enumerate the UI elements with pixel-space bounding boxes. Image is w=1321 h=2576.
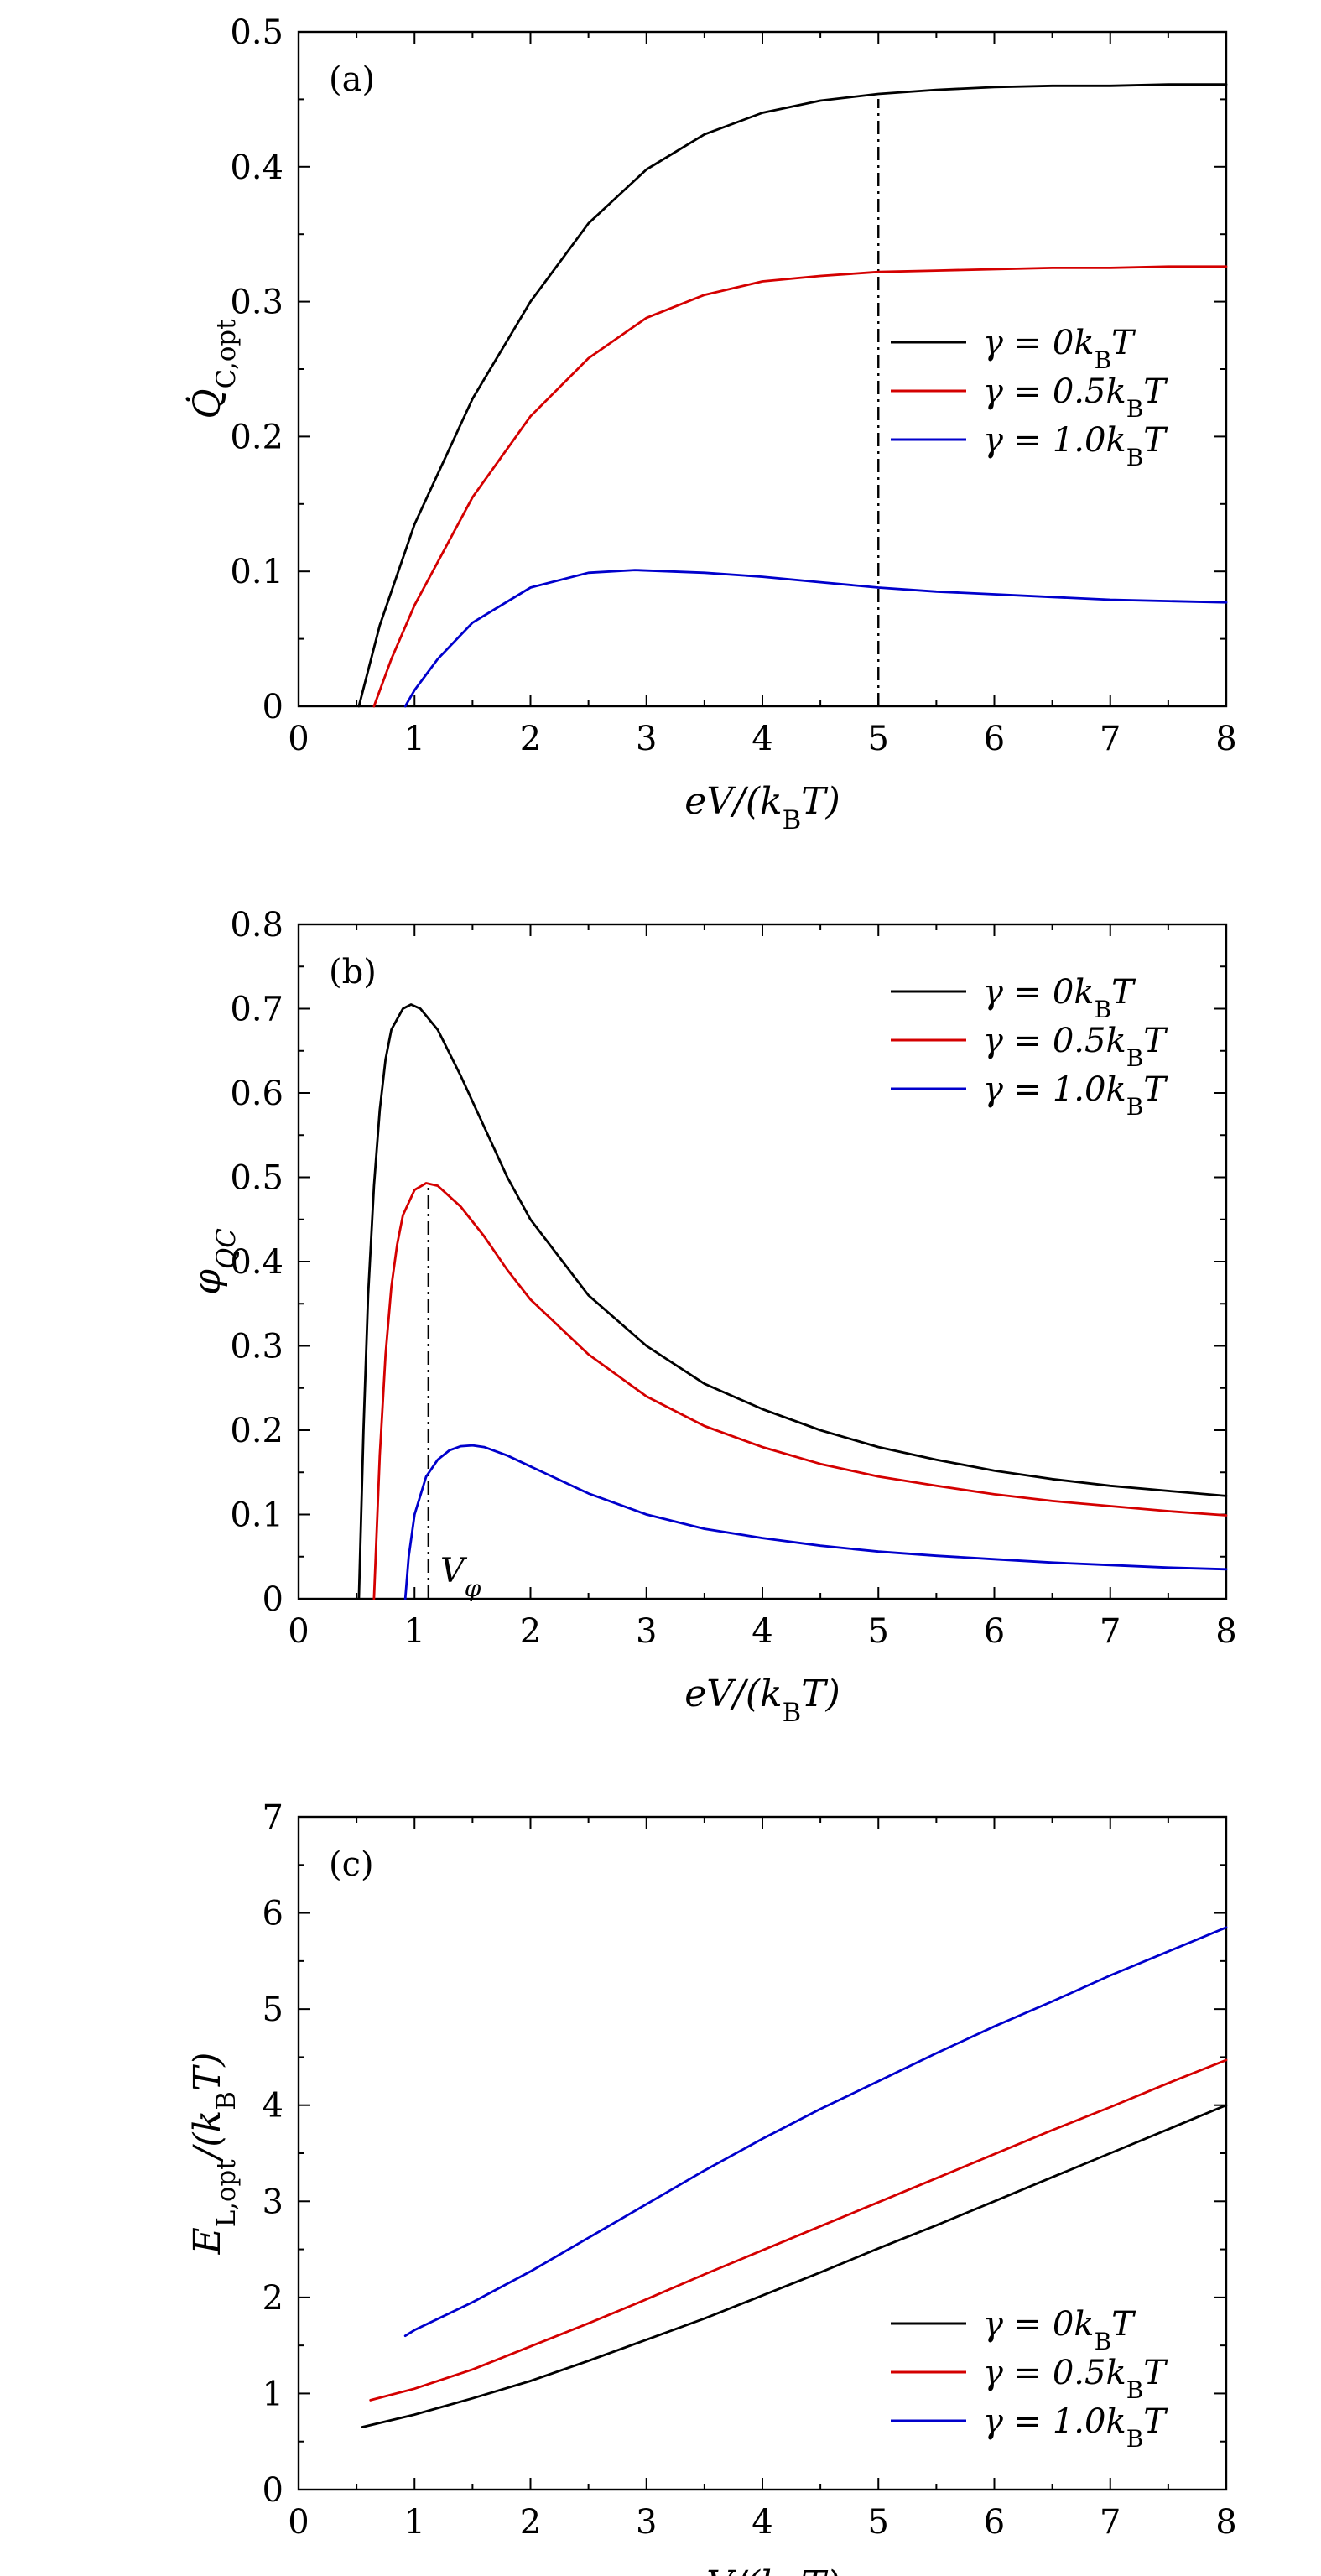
- series-line-1: [372, 265, 1228, 708]
- x-tick-label: 0: [288, 1612, 309, 1651]
- chart-panel-2: 0 1 2 3 4 5 6 7 8 0 1 2 3 4 5 6 7 eV/(kBT) EL,opt/(kBT) (c)…: [186, 1798, 1237, 2576]
- y-tick-label: 0.2: [230, 418, 283, 456]
- x-tick-label: 1: [404, 1612, 425, 1651]
- x-tick-label: 0: [288, 2503, 309, 2542]
- y-tick-label: 6: [263, 1895, 283, 1933]
- series-line-2: [403, 569, 1228, 708]
- x-tick-label: 8: [1215, 720, 1236, 758]
- series-line-0: [357, 1003, 1228, 1600]
- x-tick-label: 2: [520, 1612, 541, 1651]
- x-tick-label: 6: [984, 1612, 1005, 1651]
- y-tick-label: 3: [263, 2183, 283, 2221]
- y-tick-label: 7: [263, 1798, 283, 1837]
- y-tick-label: 0.5: [230, 13, 283, 52]
- y-tick-label: 0.4: [230, 1243, 283, 1282]
- legend-label: γ = 0kBT: [983, 2305, 1136, 2355]
- series-line-0: [357, 83, 1228, 708]
- x-axis-label: eV/(kBT): [684, 1673, 840, 1728]
- x-tick-label: 6: [984, 2503, 1005, 2542]
- y-axis-label: EL,opt/(kBT): [186, 2053, 242, 2256]
- series-line-2: [403, 1926, 1228, 2338]
- x-tick-label: 3: [636, 1612, 657, 1651]
- panel-label: (b): [329, 953, 377, 991]
- y-tick-label: 2: [263, 2279, 283, 2318]
- x-tick-label: 3: [636, 2503, 657, 2542]
- y-tick-label: 0.6: [230, 1075, 283, 1113]
- x-tick-label: 7: [1100, 1612, 1121, 1651]
- x-tick-label: 2: [520, 2503, 541, 2542]
- y-tick-label: 4: [263, 2087, 283, 2126]
- x-tick-label: 8: [1215, 1612, 1236, 1651]
- legend-label: γ = 0.5kBT: [983, 2354, 1168, 2404]
- x-tick-label: 5: [868, 1612, 889, 1651]
- y-axis-label: φQC: [186, 1228, 242, 1295]
- chart-panel-1: 0 1 2 3 4 5 6 7 8 0 0.1 0.2 0.3 0.4 0.5 0.6 0.7 0.8 eV/(kB…: [186, 906, 1237, 1728]
- legend-label: γ = 1.0kBT: [983, 2402, 1168, 2453]
- x-tick-label: 0: [288, 720, 309, 758]
- x-tick-label: 3: [636, 720, 657, 758]
- y-tick-label: 0.4: [230, 148, 283, 187]
- x-tick-label: 4: [752, 1612, 772, 1651]
- x-tick-label: 4: [752, 2503, 772, 2542]
- legend-label: γ = 0kBT: [983, 973, 1136, 1023]
- plot-frame: [297, 30, 1228, 708]
- x-tick-label: 7: [1100, 720, 1121, 758]
- y-tick-label: 0: [263, 688, 283, 726]
- x-tick-label: 4: [752, 720, 772, 758]
- chart-panel-0: 0 1 2 3 4 5 6 7 8 0 0.1 0.2 0.3 0.4 0.5 eV/(kBT) Q̇C,opt…: [185, 13, 1237, 835]
- y-tick-label: 0: [263, 2471, 283, 2510]
- panel-label: (a): [329, 60, 375, 99]
- y-tick-label: 0.1: [230, 1496, 283, 1535]
- y-tick-label: 0.1: [230, 553, 283, 591]
- x-tick-label: 6: [984, 720, 1005, 758]
- x-axis-label: eV/(kBT): [684, 2563, 840, 2576]
- y-tick-label: 0.3: [230, 284, 283, 322]
- x-axis-label: eV/(kBT): [684, 780, 840, 835]
- y-tick-label: 0.2: [230, 1412, 283, 1450]
- x-tick-label: 2: [520, 720, 541, 758]
- x-tick-label: 1: [404, 720, 425, 758]
- annotation-label: Vφ: [440, 1552, 481, 1602]
- y-tick-label: 0.5: [230, 1159, 283, 1198]
- y-tick-label: 5: [263, 1991, 283, 2029]
- x-tick-label: 8: [1215, 2503, 1236, 2542]
- series-line-2: [403, 1444, 1228, 1600]
- series-line-0: [361, 2104, 1228, 2428]
- y-tick-label: 0.8: [230, 906, 283, 945]
- y-tick-label: 0.7: [230, 991, 283, 1029]
- y-axis-label: Q̇C,opt: [185, 319, 242, 419]
- x-tick-label: 7: [1100, 2503, 1121, 2542]
- x-tick-label: 5: [868, 2503, 889, 2542]
- series-line-1: [369, 2058, 1228, 2402]
- series-line-1: [372, 1182, 1228, 1600]
- panel-label: (c): [329, 1845, 374, 1884]
- x-tick-label: 1: [404, 2503, 425, 2542]
- legend-label: γ = 1.0kBT: [983, 421, 1168, 471]
- y-tick-label: 1: [263, 2375, 283, 2413]
- legend-label: γ = 1.0kBT: [983, 1070, 1168, 1121]
- y-tick-label: 0.3: [230, 1328, 283, 1366]
- legend-label: γ = 0.5kBT: [983, 372, 1168, 423]
- legend-label: γ = 0kBT: [983, 324, 1136, 374]
- legend-label: γ = 0.5kBT: [983, 1022, 1168, 1072]
- y-tick-label: 0: [263, 1580, 283, 1619]
- x-tick-label: 5: [868, 720, 889, 758]
